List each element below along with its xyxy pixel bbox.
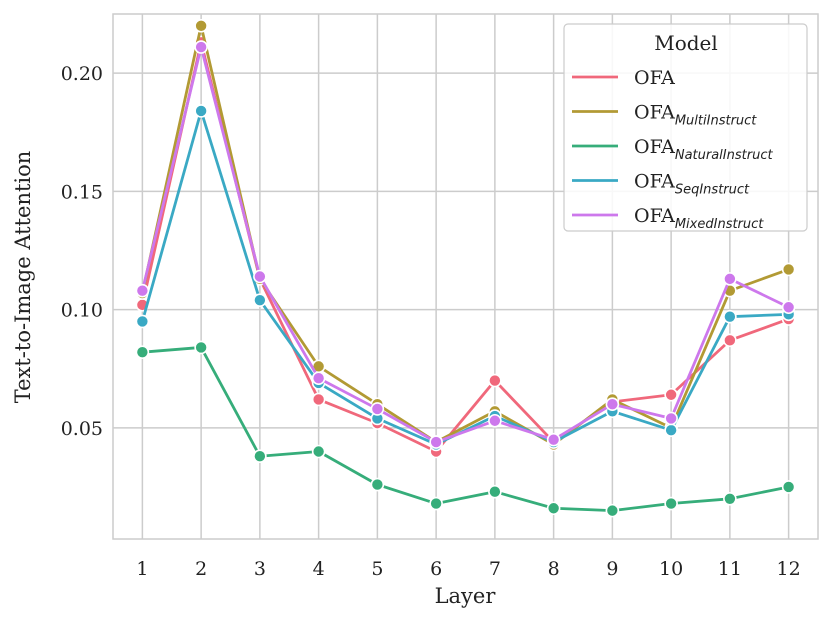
series-layer (135, 19, 796, 518)
data-point (546, 432, 561, 447)
series-OFA_NaturalInstruct (135, 340, 796, 518)
x-tick-label: 5 (371, 558, 383, 580)
data-point (488, 413, 502, 428)
data-point (723, 491, 737, 506)
data-point (664, 423, 678, 438)
data-point (781, 300, 796, 315)
legend-entry: OFA (572, 67, 675, 89)
data-point (135, 283, 150, 298)
x-tick-label: 6 (430, 558, 442, 580)
legend-label: OFAMixedInstruct (634, 205, 764, 232)
data-point (664, 411, 678, 426)
data-point (194, 19, 208, 33)
data-point (488, 484, 502, 499)
legend-title: Model (654, 31, 718, 55)
x-tick-label: 9 (606, 558, 618, 580)
data-point (135, 345, 150, 359)
data-point (194, 104, 208, 118)
data-point (253, 269, 267, 284)
x-tick-label: 7 (489, 558, 501, 580)
data-point (546, 501, 561, 516)
legend-label: OFASeqInstruct (634, 171, 750, 198)
x-tick-label: 1 (136, 558, 148, 580)
data-point (311, 444, 326, 459)
data-point (723, 309, 737, 324)
y-tick-label: 0.10 (61, 300, 103, 322)
legend-entry: OFANaturalInstruct (572, 136, 773, 163)
data-point (664, 496, 678, 511)
x-axis-ticks: 1 2 3 4 5 6 7 8 9 10 11 12 (136, 558, 800, 580)
legend: Model OFA OFAMultiInstruct OFANaturalInstr… (563, 23, 808, 232)
data-point (311, 392, 326, 407)
data-point (605, 397, 620, 412)
data-point (194, 40, 208, 54)
x-tick-label: 3 (254, 558, 266, 580)
data-point (311, 371, 326, 385)
data-point (429, 496, 443, 511)
y-tick-label: 0.05 (61, 418, 103, 440)
data-point (723, 333, 737, 348)
data-point (488, 373, 502, 388)
data-point (370, 402, 385, 416)
data-point (781, 480, 796, 494)
legend-entry: OFAMixedInstruct (572, 205, 764, 232)
legend-entry: OFASeqInstruct (572, 171, 750, 198)
y-tick-label: 0.15 (61, 181, 103, 203)
x-tick-label: 12 (777, 558, 801, 580)
legend-box (563, 23, 808, 232)
data-point (253, 449, 267, 464)
series-OFA_MixedInstruct (135, 40, 796, 449)
legend-label: OFANaturalInstruct (634, 136, 773, 163)
legend-label: OFA (634, 67, 675, 89)
x-tick-label: 8 (548, 558, 560, 580)
data-point (781, 262, 796, 277)
data-point (135, 314, 150, 329)
series-line (142, 346, 789, 513)
data-point (664, 387, 678, 402)
data-point (605, 503, 620, 518)
legend-label: OFAMultiInstruct (634, 102, 757, 129)
data-point (370, 477, 385, 492)
series-line (141, 45, 790, 444)
plot-frame (112, 13, 819, 540)
data-point (194, 340, 208, 355)
x-tick-label: 11 (718, 558, 742, 580)
data-point (429, 435, 443, 449)
y-axis-ticks: 0.05 0.10 0.15 0.20 (61, 63, 103, 440)
legend-entry: OFAMultiInstruct (572, 102, 757, 129)
x-tick-label: 10 (659, 558, 683, 580)
data-point (723, 272, 737, 286)
y-axis-title: Text-to-Image Attention (11, 151, 35, 404)
x-axis-title: Layer (435, 584, 497, 608)
legend-items: OFA OFAMultiInstruct OFANaturalInstruct OFA… (572, 67, 773, 232)
x-tick-label: 4 (313, 558, 325, 580)
y-tick-label: 0.20 (61, 63, 103, 85)
data-point (253, 293, 267, 307)
x-tick-label: 2 (195, 558, 207, 580)
